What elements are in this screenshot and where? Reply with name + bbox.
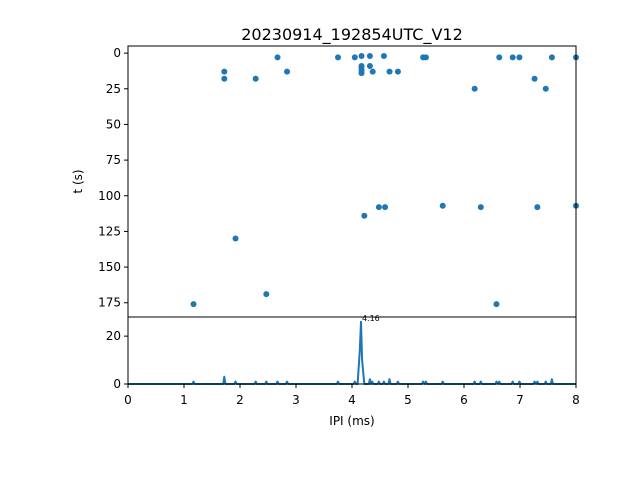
scatter-point xyxy=(351,54,358,61)
y-tick-label: 175 xyxy=(98,296,121,310)
scatter-point xyxy=(471,85,478,92)
scatter-point xyxy=(375,204,382,211)
x-axis-label: IPI (ms) xyxy=(329,414,374,428)
scatter-point xyxy=(190,301,197,308)
x-tick-label: 8 xyxy=(572,393,580,407)
scatter-point xyxy=(263,291,270,298)
scatter-point xyxy=(366,52,373,59)
y-tick-label: 125 xyxy=(98,224,121,238)
y-tick-label: 20 xyxy=(106,329,121,343)
histogram-plot-area: 4.16 0 20 0 1 2 3 4 5 6 7 8 IPI (ms) xyxy=(106,314,580,428)
x-tick-label: 6 xyxy=(460,393,468,407)
scatter-point xyxy=(493,301,500,308)
scatter-point xyxy=(358,70,365,77)
scatter-point xyxy=(509,54,516,61)
x-tick-label: 1 xyxy=(180,393,188,407)
scatter-point xyxy=(358,52,365,59)
scatter-point xyxy=(252,75,259,82)
y-tick-label: 0 xyxy=(113,46,121,60)
scatter-point xyxy=(274,54,281,61)
scatter-point xyxy=(335,54,341,61)
scatter-point xyxy=(422,54,429,61)
y-tick-label: 75 xyxy=(106,153,121,167)
scatter-point xyxy=(221,75,228,82)
scatter-point xyxy=(477,204,484,211)
scatter-point xyxy=(221,68,228,75)
y-tick-label: 150 xyxy=(98,260,121,274)
scatter-point xyxy=(548,54,555,61)
scatter-point xyxy=(394,68,401,75)
scatter-point xyxy=(366,62,373,69)
x-tick-label: 3 xyxy=(292,393,300,407)
y-tick-label: 25 xyxy=(106,82,121,96)
scatter-plot-area: 0 25 50 75 100 125 150 175 t (s) xyxy=(71,45,579,318)
y-tick-label: 50 xyxy=(106,117,121,131)
scatter-point xyxy=(531,75,538,82)
scatter-point xyxy=(542,85,549,92)
x-tick-label: 2 xyxy=(236,393,244,407)
y-axis-label: t (s) xyxy=(71,169,85,193)
scatter-point xyxy=(386,68,393,75)
scatter-point xyxy=(232,235,239,242)
chart-title: 20230914_192854UTC_V12 xyxy=(241,25,463,45)
x-tick-label: 5 xyxy=(404,393,412,407)
scatter-point xyxy=(496,54,503,61)
scatter-point xyxy=(439,202,446,209)
scatter-point xyxy=(380,52,387,59)
x-tick-label: 4 xyxy=(348,393,356,407)
scatter-point xyxy=(382,204,389,211)
peak-label: 4.16 xyxy=(362,314,380,323)
scatter-point xyxy=(369,68,376,75)
x-tick-label: 0 xyxy=(124,393,132,407)
scatter-point xyxy=(516,54,523,61)
x-tick-label: 7 xyxy=(516,393,524,407)
scatter-point xyxy=(361,212,368,219)
scatter-point xyxy=(534,204,541,211)
scatter-point xyxy=(284,68,291,75)
y-tick-label: 100 xyxy=(98,189,121,203)
y-tick-label: 0 xyxy=(113,377,121,391)
